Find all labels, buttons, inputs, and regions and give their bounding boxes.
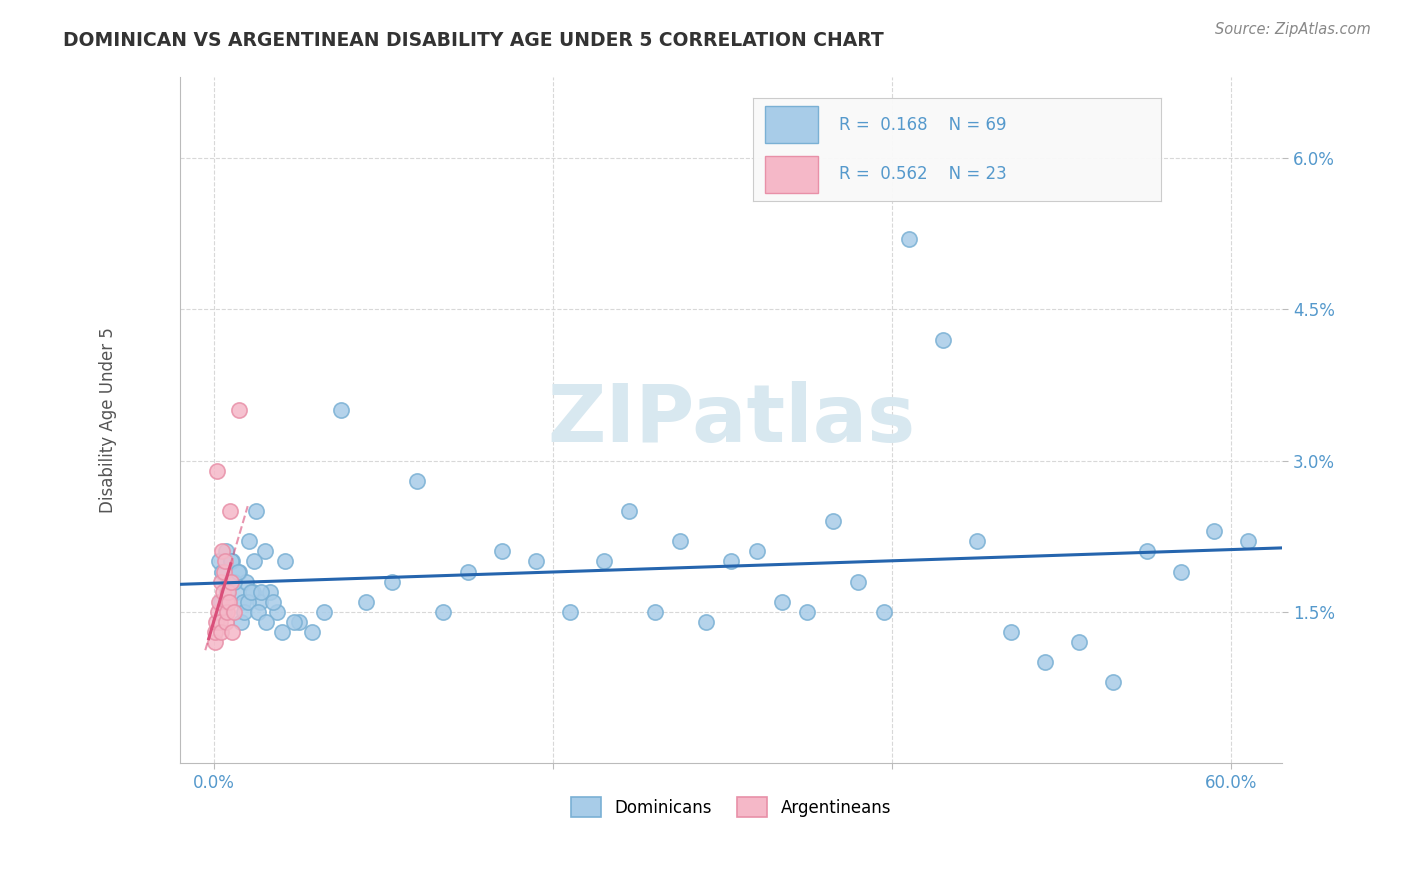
Dominicans [432,605,454,619]
Dominicans [214,544,236,558]
Argentineans [224,605,246,619]
Dominicans [821,514,844,528]
Dominicans [242,584,264,599]
Argentineans [219,504,242,518]
Dominicans [245,504,267,518]
Dominicans [221,554,243,568]
Argentineans [205,615,228,629]
Dominicans [229,615,252,629]
Argentineans [217,584,239,599]
Dominicans [235,574,257,589]
Dominicans [1067,635,1090,649]
Text: DOMINICAN VS ARGENTINEAN DISABILITY AGE UNDER 5 CORRELATION CHART: DOMINICAN VS ARGENTINEAN DISABILITY AGE … [63,31,884,50]
Dominicans [274,554,297,568]
Dominicans [966,534,988,549]
Dominicans [644,605,666,619]
Dominicans [457,565,479,579]
Dominicans [217,584,239,599]
Argentineans [219,574,242,589]
Dominicans [846,574,869,589]
Dominicans [1136,544,1159,558]
Dominicans [695,615,717,629]
Argentineans [215,595,238,609]
Dominicans [246,605,269,619]
Dominicans [558,605,581,619]
Argentineans [204,635,226,649]
Dominicans [262,595,284,609]
Dominicans [1000,625,1022,640]
Argentineans [212,584,235,599]
Dominicans [1204,524,1226,539]
Argentineans [218,595,240,609]
Argentineans [209,625,232,640]
Argentineans [204,625,226,640]
Dominicans [208,554,231,568]
Argentineans [214,615,236,629]
Dominicans [330,403,353,417]
Dominicans [491,544,513,558]
Dominicans [312,605,335,619]
Dominicans [211,565,233,579]
Argentineans [217,605,239,619]
Dominicans [593,554,616,568]
Dominicans [259,584,281,599]
Dominicans [240,584,263,599]
Dominicans [1237,534,1260,549]
Dominicans [1033,655,1056,669]
Dominicans [796,605,818,619]
Argentineans [228,403,250,417]
Dominicans [770,595,793,609]
Argentineans [221,625,243,640]
Dominicans [250,584,273,599]
Dominicans [212,605,235,619]
Dominicans [254,615,277,629]
Dominicans [406,474,429,488]
Argentineans [207,605,229,619]
Dominicans [218,574,240,589]
Dominicans [898,232,921,246]
Dominicans [226,565,249,579]
Dominicans [233,605,256,619]
Argentineans [205,464,228,478]
Dominicans [720,554,742,568]
Dominicans [236,595,259,609]
Dominicans [266,605,288,619]
Dominicans [219,554,242,568]
Dominicans [209,595,232,609]
Dominicans [619,504,641,518]
Dominicans [243,554,266,568]
Text: ZIPatlas: ZIPatlas [547,381,915,459]
Argentineans [212,565,235,579]
Dominicans [301,625,323,640]
Dominicans [1170,565,1192,579]
Dominicans [225,584,247,599]
Dominicans [745,544,768,558]
Dominicans [356,595,378,609]
Text: Source: ZipAtlas.com: Source: ZipAtlas.com [1215,22,1371,37]
Dominicans [932,333,955,347]
Dominicans [524,554,547,568]
Dominicans [270,625,292,640]
Argentineans [209,574,232,589]
Dominicans [228,565,250,579]
Dominicans [253,544,276,558]
Dominicans [224,574,246,589]
Argentineans [208,595,231,609]
Y-axis label: Disability Age Under 5: Disability Age Under 5 [100,327,117,513]
Dominicans [1101,675,1123,690]
Dominicans [249,595,271,609]
Legend: Dominicans, Argentineans: Dominicans, Argentineans [565,791,897,823]
Dominicans [873,605,896,619]
Dominicans [287,615,309,629]
Argentineans [211,544,233,558]
Dominicans [238,534,260,549]
Dominicans [283,615,305,629]
Argentineans [214,554,236,568]
Dominicans [381,574,404,589]
Dominicans [669,534,692,549]
Argentineans [208,615,231,629]
Dominicans [232,595,254,609]
